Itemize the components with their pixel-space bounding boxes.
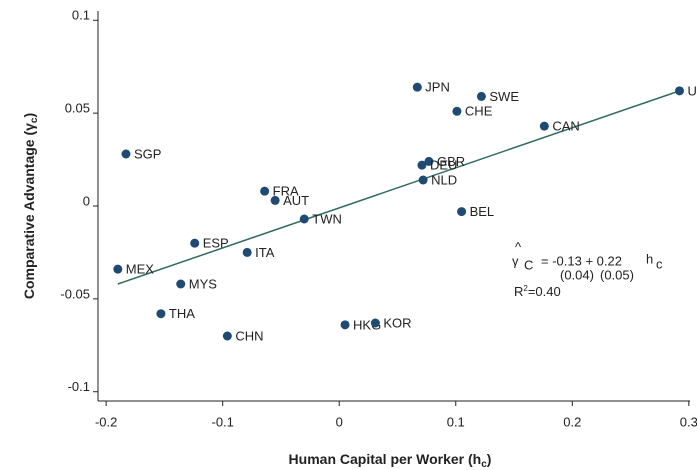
point-label: TWN [312,211,342,226]
point [417,160,427,170]
point [299,214,309,224]
point [424,156,434,166]
y-tick-label: 0 [83,193,90,208]
point-label: CHN [235,328,263,343]
se-1: (0.04) [560,267,594,282]
y-tick-label: -0.1 [68,379,90,394]
r2: R2=0.40 [514,284,561,299]
point [340,320,350,330]
y-axis-label: Comparative Advantage (γc) [21,113,40,299]
point [270,195,280,205]
eq-hat: ^ [515,239,522,254]
point-label: CHE [465,104,493,119]
point [452,106,462,116]
x-tick-label: 0.3 [680,414,697,429]
point-label: BEL [470,204,495,219]
point-label: GBR [437,154,465,169]
eq-h: h [646,251,653,266]
point [675,86,685,96]
point-label: USA [688,83,697,98]
point-label: ESP [203,236,229,251]
point [260,186,270,196]
point-label: SGP [134,146,161,161]
eq-lhs-sub: C [524,257,533,272]
point-label: SWE [489,89,519,104]
annotation: γ ^ C = -0.13 + 0.22 h c (0.04) (0.05) R… [512,239,663,299]
point [113,264,123,274]
point-label: CAN [552,119,579,134]
point [418,175,428,185]
point-label: DEU [430,158,457,173]
point-label: MEX [126,262,155,277]
x-tick-label: 0.1 [447,414,465,429]
point [476,91,486,101]
point [457,207,467,217]
x-tick-label: -0.1 [211,414,233,429]
point-label: NLD [431,172,457,187]
point-label: JPN [425,80,450,95]
point [370,318,380,328]
point [156,309,166,319]
point [176,279,186,289]
x-axis-label: Human Capital per Worker (hc) [289,451,492,470]
point-label: KOR [383,315,411,330]
se-2: (0.05) [600,267,634,282]
eq-body: = -0.13 + 0.22 [541,253,622,268]
eq-lhs: γ [512,253,519,268]
y-tick-label: -0.05 [60,286,90,301]
point-label: FRA [273,184,299,199]
point-label: THA [169,306,195,321]
eq-h-sub: c [656,256,663,271]
fit-line [117,90,680,285]
y-tick-label: 0.1 [72,8,90,23]
point [222,331,232,341]
point [242,247,252,257]
point [412,82,422,92]
point-label: ITA [255,245,275,260]
x-tick-label: 0.2 [563,414,581,429]
y-tick-label: 0.05 [65,101,90,116]
x-tick-label: 0 [336,414,343,429]
point [121,149,131,159]
point [539,121,549,131]
point [190,238,200,248]
x-tick-label: -0.2 [95,414,117,429]
point-label: AUT [283,193,309,208]
point-label: MYS [189,276,218,291]
